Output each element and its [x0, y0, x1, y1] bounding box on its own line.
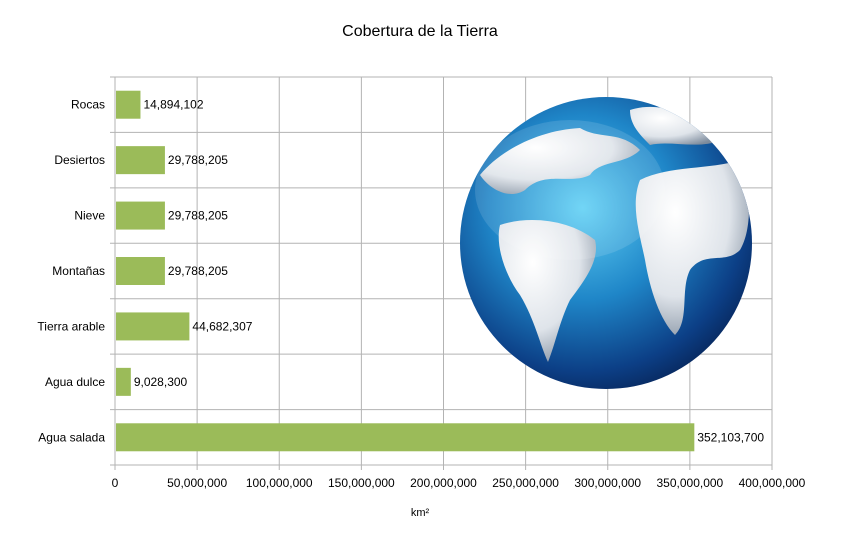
data-label: 29,788,205 — [168, 153, 228, 167]
data-label: 44,682,307 — [192, 319, 252, 333]
x-tick-label: 250,000,000 — [492, 476, 559, 490]
globe-image — [460, 97, 752, 389]
data-label: 9,028,300 — [134, 375, 188, 389]
bar — [116, 90, 141, 119]
bar — [116, 257, 165, 285]
x-tick-label: 100,000,000 — [246, 476, 313, 490]
bar — [116, 423, 695, 452]
bar — [116, 146, 165, 175]
chart-title: Cobertura de la Tierra — [342, 23, 498, 40]
y-tick-label: Desiertos — [54, 153, 105, 167]
y-tick-label: Tierra arable — [37, 319, 105, 333]
x-tick-label: 400,000,000 — [739, 476, 806, 490]
data-label: 352,103,700 — [697, 430, 764, 444]
y-tick-label: Rocas — [71, 98, 105, 112]
y-tick-label: Agua salada — [38, 430, 105, 444]
x-tick-label: 300,000,000 — [574, 476, 641, 490]
x-axis-label: km² — [411, 507, 430, 519]
data-label: 29,788,205 — [168, 264, 228, 278]
x-tick-label: 50,000,000 — [167, 476, 227, 490]
data-label: 14,894,102 — [143, 98, 203, 112]
x-tick-label: 350,000,000 — [657, 476, 724, 490]
y-tick-label: Nieve — [74, 209, 105, 223]
data-label: 29,788,205 — [168, 209, 228, 223]
y-tick-label: Agua dulce — [45, 375, 105, 389]
x-tick-label: 200,000,000 — [410, 476, 477, 490]
x-tick-label: 150,000,000 — [328, 476, 395, 490]
bar — [116, 312, 190, 341]
bar — [116, 201, 165, 230]
y-tick-label: Montañas — [52, 264, 105, 278]
bar — [116, 367, 131, 396]
x-tick-label: 0 — [112, 476, 119, 490]
